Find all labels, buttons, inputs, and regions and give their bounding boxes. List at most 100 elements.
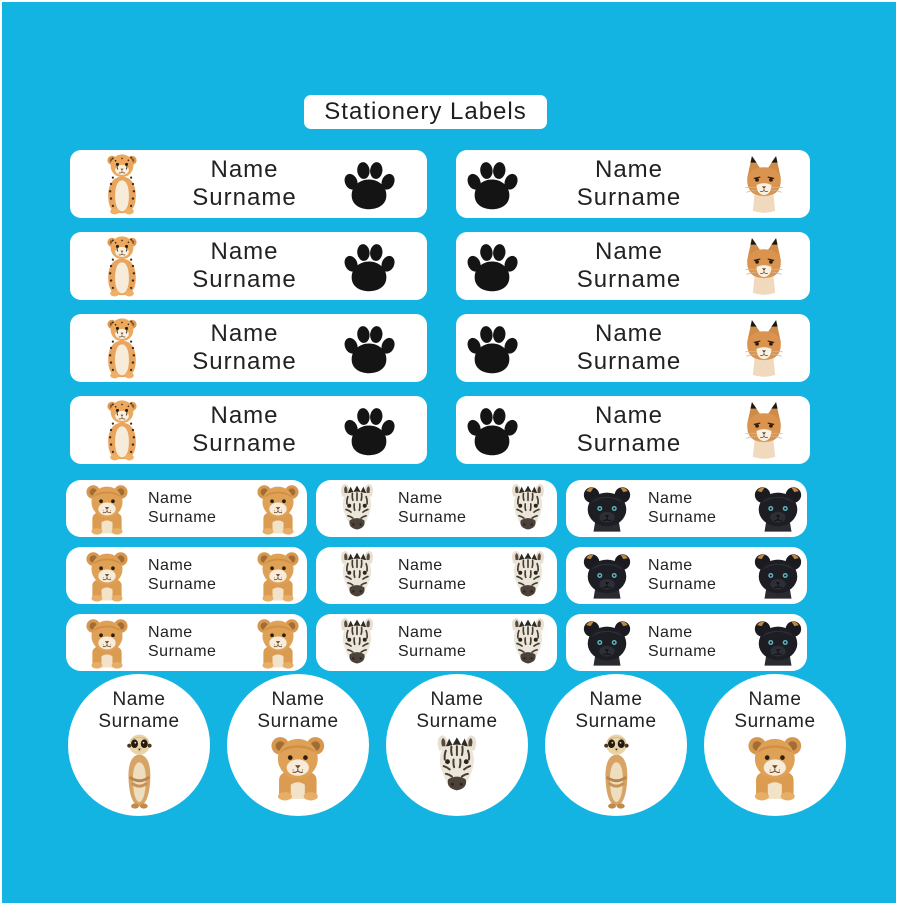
stationery-label-medium: Name Surname: [566, 547, 807, 604]
round-labels-row: Name Surname Name Surname Name Surname Name…: [68, 674, 846, 816]
name-line: Name: [210, 320, 279, 347]
lion-cub-icon: [80, 482, 134, 535]
surname-line: Surname: [398, 642, 467, 660]
label-name-text: Name Surname: [416, 689, 497, 732]
paw-print-icon: [341, 402, 397, 458]
zebra-foal-icon: [501, 482, 555, 535]
medium-labels-grid: Name Surname Name Surname: [66, 480, 807, 671]
label-name-text: Name Surname: [384, 557, 501, 594]
paw-print-icon: [341, 320, 397, 376]
zebra-foal-icon: [501, 616, 555, 669]
cheetah-cub-icon: [96, 317, 148, 379]
lion-cub-icon: [80, 549, 134, 602]
stationery-label-medium: Name Surname: [66, 614, 307, 671]
lion-cub-icon: [251, 549, 305, 602]
panther-cub-icon: [751, 482, 805, 535]
label-name-text: Name Surname: [148, 238, 341, 294]
name-line: Name: [398, 490, 443, 507]
caracal-cub-icon: [738, 235, 790, 297]
paw-print-icon: [464, 320, 520, 376]
stationery-label-large: Name Surname: [456, 150, 810, 218]
cheetah-cub-icon: [96, 153, 148, 215]
zebra-foal-icon: [330, 482, 384, 535]
label-name-text: Name Surname: [98, 689, 179, 732]
label-name-text: Name Surname: [520, 402, 738, 458]
label-name-text: Name Surname: [384, 624, 501, 661]
surname-line: Surname: [648, 508, 717, 526]
panther-cub-icon: [580, 616, 634, 669]
stationery-label-medium: Name Surname: [316, 614, 557, 671]
label-name-text: Name Surname: [134, 490, 251, 527]
paw-print-icon: [341, 238, 397, 294]
stationery-label-large: Name Surname: [456, 396, 810, 464]
label-name-text: Name Surname: [520, 156, 738, 212]
label-name-text: Name Surname: [575, 689, 656, 732]
cheetah-cub-icon: [96, 399, 148, 461]
label-name-text: Name Surname: [634, 557, 751, 594]
caracal-cub-icon: [738, 317, 790, 379]
name-line: Name: [148, 624, 193, 641]
surname-line: Surname: [148, 508, 217, 526]
surname-line: Surname: [98, 710, 180, 732]
meerkat-icon: [594, 733, 639, 809]
paw-print-icon: [341, 156, 397, 212]
panther-cub-icon: [751, 616, 805, 669]
name-line: Name: [748, 689, 802, 710]
panther-cub-icon: [580, 482, 634, 535]
label-name-text: Name Surname: [734, 689, 815, 732]
label-name-text: Name Surname: [134, 557, 251, 594]
stationery-label-large: Name Surname: [70, 150, 427, 218]
stationery-label-medium: Name Surname: [566, 480, 807, 537]
sheet-title: Stationery Labels: [304, 95, 547, 129]
lion-cub-icon: [265, 733, 331, 801]
surname-line: Surname: [575, 710, 657, 732]
name-line: Name: [648, 624, 693, 641]
surname-line: Surname: [192, 430, 297, 457]
name-line: Name: [398, 624, 443, 641]
surname-line: Surname: [416, 710, 498, 732]
surname-line: Surname: [148, 642, 217, 660]
stationery-label-round: Name Surname: [545, 674, 687, 816]
stationery-label-medium: Name Surname: [66, 480, 307, 537]
surname-line: Surname: [398, 508, 467, 526]
large-labels-grid: Name Surname Name Surname Name Surname: [70, 150, 810, 464]
surname-line: Surname: [192, 184, 297, 211]
stationery-label-large: Name Surname: [456, 314, 810, 382]
lion-cub-icon: [251, 616, 305, 669]
name-line: Name: [210, 156, 279, 183]
name-line: Name: [594, 238, 664, 265]
stationery-label-round: Name Surname: [386, 674, 528, 816]
stationery-label-medium: Name Surname: [316, 547, 557, 604]
sheet-title-text: Stationery Labels: [324, 98, 527, 125]
name-line: Name: [594, 156, 664, 183]
stationery-label-medium: Name Surname: [316, 480, 557, 537]
stationery-label-round: Name Surname: [227, 674, 369, 816]
stationery-label-large: Name Surname: [70, 396, 427, 464]
label-name-text: Name Surname: [257, 689, 338, 732]
surname-line: Surname: [576, 348, 682, 375]
label-name-text: Name Surname: [520, 320, 738, 376]
paw-print-icon: [464, 402, 520, 458]
name-line: Name: [148, 557, 193, 574]
lion-cub-icon: [251, 482, 305, 535]
caracal-cub-icon: [738, 399, 790, 461]
paw-print-icon: [464, 238, 520, 294]
lion-cub-icon: [80, 616, 134, 669]
surname-line: Surname: [192, 348, 297, 375]
name-line: Name: [112, 689, 166, 710]
surname-line: Surname: [576, 184, 682, 211]
zebra-foal-icon: [330, 549, 384, 602]
name-line: Name: [210, 238, 279, 265]
surname-line: Surname: [192, 266, 297, 293]
label-name-text: Name Surname: [148, 402, 341, 458]
zebra-foal-icon: [426, 733, 488, 797]
stationery-label-large: Name Surname: [70, 314, 427, 382]
caracal-cub-icon: [738, 153, 790, 215]
name-line: Name: [648, 557, 693, 574]
label-name-text: Name Surname: [134, 624, 251, 661]
surname-line: Surname: [648, 575, 717, 593]
surname-line: Surname: [734, 710, 816, 732]
surname-line: Surname: [398, 575, 467, 593]
lion-cub-icon: [742, 733, 808, 801]
cheetah-cub-icon: [96, 235, 148, 297]
